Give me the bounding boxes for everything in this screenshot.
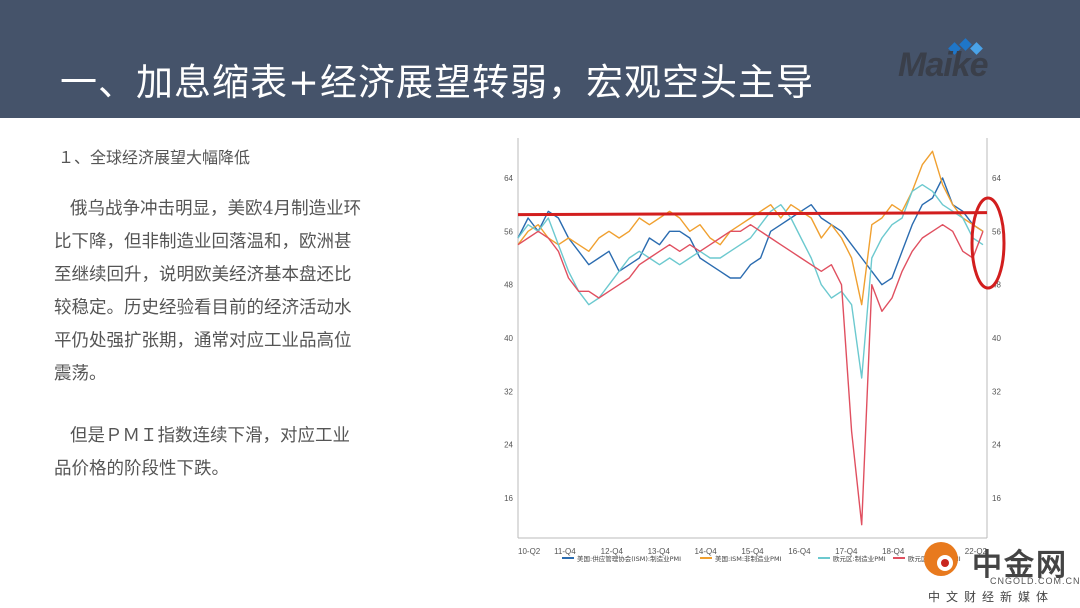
x-tick-label: 10-Q2 (518, 547, 541, 556)
cngold-logo-icon (924, 542, 958, 576)
y-tick-label-left: 16 (504, 494, 513, 503)
legend-label: 美国:ISM:非制造业PMI (715, 554, 782, 563)
x-tick-label: 16-Q4 (788, 547, 811, 556)
watermark-site: CNGOLD.COM.CN (990, 576, 1080, 586)
watermark: 中金网 CNGOLD.COM.CN 中文财经新媒体 (920, 538, 1080, 608)
paragraph-1: 俄乌战争冲击明显，美欧4月制造业环比下降，但非制造业回落温和，欧洲甚至继续回升，… (54, 193, 364, 391)
y-tick-label-left: 48 (504, 281, 513, 290)
y-tick-label-right: 56 (992, 227, 1001, 236)
y-tick-label-left: 56 (504, 227, 513, 236)
y-tick-label-right: 32 (992, 387, 1001, 396)
y-tick-label-left: 24 (504, 441, 513, 450)
y-tick-label-left: 32 (504, 387, 513, 396)
x-tick-label: 22-Q2 (965, 547, 988, 556)
x-tick-label: 11-Q4 (554, 547, 576, 556)
legend-label: 美国:供应管理协会(ISM):制造业PMI (577, 554, 681, 563)
paragraph-2: 但是ＰＭＩ指数连续下滑，对应工业品价格的阶段性下跌。 (54, 420, 364, 486)
y-tick-label-right: 48 (992, 281, 1001, 290)
x-tick-label: 13-Q4 (648, 547, 671, 556)
paragraph-1-text: 俄乌战争冲击明显，美欧4月制造业环比下降，但非制造业回落温和，欧洲甚至继续回升，… (54, 199, 362, 384)
header-bar: 一、加息缩表+经济展望转弱，宏观空头主导 Maike (0, 0, 1080, 118)
reference-line (517, 211, 988, 217)
series-line-1 (517, 150, 984, 306)
watermark-name: 中金网 (972, 548, 1068, 583)
y-tick-label-right: 40 (992, 334, 1001, 343)
y-tick-label-right: 24 (992, 441, 1001, 450)
pmi-line-chart: 64 56 48 40 32 24 16 64 56 48 40 32 24 16 10-Q2 11-Q4… (504, 138, 1006, 563)
maike-logo: Maike (898, 38, 1028, 88)
series-line-2 (517, 184, 984, 379)
series-line-0 (517, 177, 984, 286)
x-tick-label: 12-Q4 (601, 547, 624, 556)
logo-text: Maike (898, 46, 988, 84)
y-tick-label-left: 64 (504, 174, 513, 183)
x-tick-label: 17-Q4 (835, 547, 858, 556)
series-line-3 (517, 223, 984, 526)
section-subheading: １、全球经济展望大幅降低 (58, 148, 251, 167)
x-tick-label: 15-Q4 (741, 547, 764, 556)
slide-title: 一、加息缩表+经济展望转弱，宏观空头主导 (60, 61, 815, 104)
x-tick-label: 18-Q4 (882, 547, 905, 556)
watermark-slogan: 中文财经新媒体 (928, 590, 1055, 604)
legend-label: 欧元区:制造业PMI (833, 554, 886, 563)
y-tick-label-right: 64 (992, 174, 1001, 183)
y-tick-label-right: 16 (992, 494, 1001, 503)
highlight-circle (970, 196, 1006, 290)
x-tick-label: 14-Q4 (694, 547, 717, 556)
y-tick-label-left: 40 (504, 334, 513, 343)
paragraph-2-text: 但是ＰＭＩ指数连续下滑，对应工业品价格的阶段性下跌。 (54, 426, 350, 479)
